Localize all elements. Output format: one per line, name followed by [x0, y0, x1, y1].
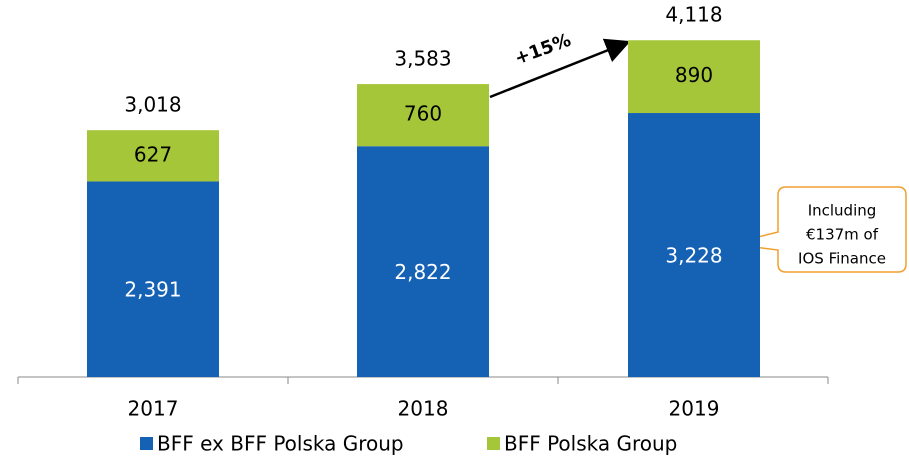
callout-line: Including — [808, 202, 877, 220]
callout-box — [729, 186, 907, 273]
legend-swatch — [140, 437, 153, 450]
legend-label: BFF ex BFF Polska Group — [157, 432, 404, 456]
legend-swatch — [487, 437, 500, 450]
callout-line: €137m of — [806, 226, 879, 244]
data-label: 2,822 — [394, 260, 451, 284]
bar-segment — [628, 113, 760, 377]
data-label: 760 — [404, 102, 442, 126]
x-tick-label: 2019 — [669, 397, 720, 421]
x-tick-label: 2017 — [128, 397, 179, 421]
bar-segment — [87, 130, 219, 182]
total-label: 4,118 — [665, 3, 722, 27]
bar-segment — [628, 40, 760, 114]
data-label: 3,228 — [665, 244, 722, 268]
callout-line: IOS Finance — [798, 250, 886, 268]
growth-arrow — [489, 38, 631, 99]
legend-label: BFF Polska Group — [504, 432, 677, 456]
bar-segment — [357, 84, 489, 147]
x-tick-label: 2018 — [398, 397, 449, 421]
data-label: 2,391 — [124, 278, 181, 302]
total-label: 3,583 — [394, 46, 451, 70]
data-label: 890 — [675, 63, 713, 87]
bar-segment — [87, 181, 219, 377]
bar-segment — [357, 146, 489, 377]
total-label: 3,018 — [124, 93, 181, 117]
callout: Including €137m of IOS Finance — [729, 186, 907, 273]
data-label: 627 — [134, 142, 172, 166]
axis-ticks — [17, 377, 829, 384]
growth-label: +15% — [512, 30, 574, 70]
